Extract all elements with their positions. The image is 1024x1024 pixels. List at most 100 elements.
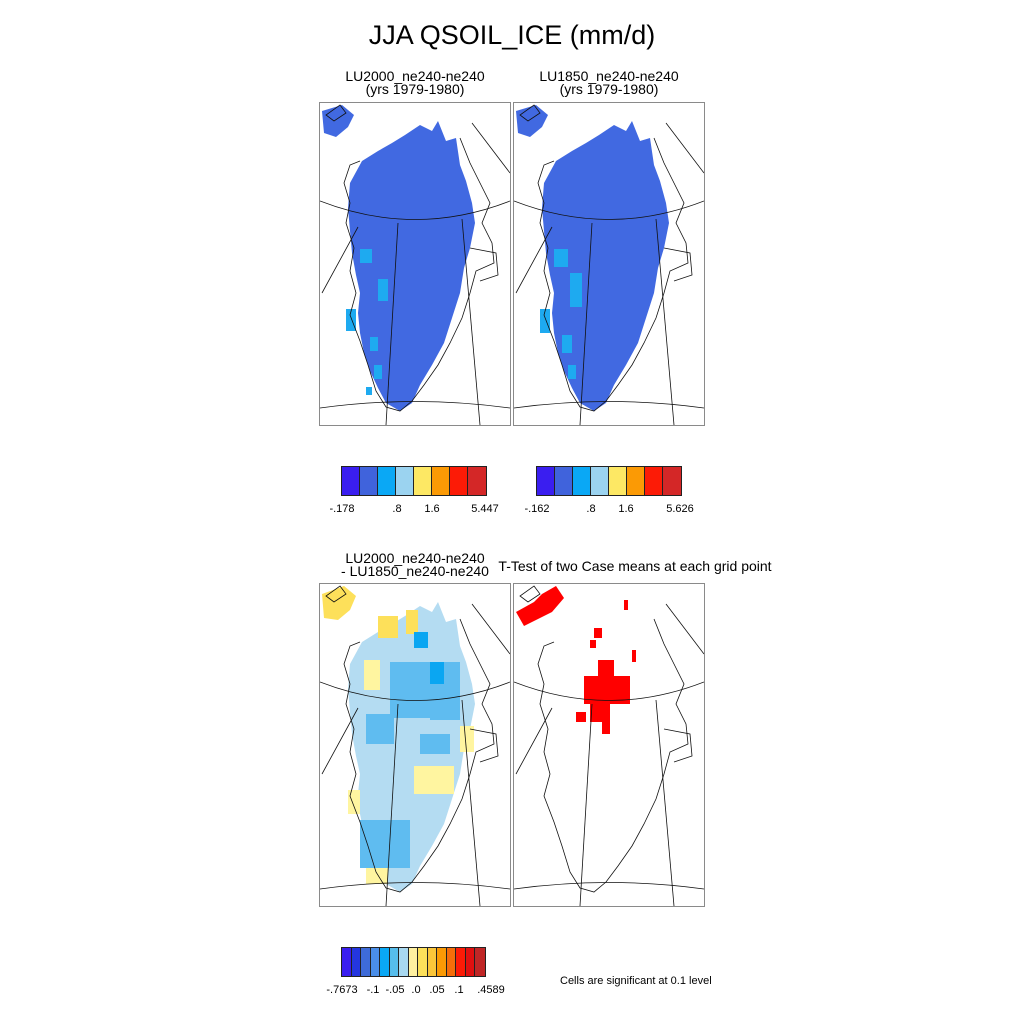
colorbar-lu2000-tick: 5.447 (471, 503, 499, 515)
colorbar-swatch (360, 467, 378, 495)
map-graticule-and-coastline (514, 585, 704, 906)
colorbar-difference-tick: -.05 (385, 984, 405, 996)
page-title: JJA QSOIL_ICE (mm/d) (368, 20, 656, 50)
colorbar-swatch (450, 467, 468, 495)
colorbar-swatch (342, 467, 360, 495)
cyan-cell (374, 365, 382, 379)
colorbar-lu1850 (536, 466, 682, 496)
significant-cell (614, 680, 628, 696)
colorbar-swatch (465, 948, 475, 976)
ice-sheet-region (348, 121, 475, 411)
positive-cell (406, 610, 418, 634)
map-panel-difference (319, 583, 511, 907)
cyan-cell (540, 309, 550, 333)
map-panel-ttest (513, 583, 705, 907)
ice-field-cells (322, 105, 475, 411)
colorbar-lu2000-tick: .8 (392, 503, 402, 515)
colorbar-swatch (627, 467, 645, 495)
colorbar-difference-tick: .1 (454, 984, 464, 996)
colorbar-swatch (414, 467, 432, 495)
colorbar-swatch (645, 467, 663, 495)
colorbar-lu1850-tick: 1.6 (618, 503, 634, 515)
arctic-island-cells (322, 586, 356, 620)
colorbar-swatch (609, 467, 627, 495)
map-panel-lu2000 (319, 102, 511, 426)
colorbar-swatch (361, 948, 371, 976)
colorbar-lu1850-tick: -.162 (524, 503, 550, 515)
positive-cell (378, 616, 398, 638)
difference-field-cells (322, 586, 475, 892)
cyan-cell (554, 249, 568, 267)
arctic-island-cells (322, 105, 354, 137)
significant-cell (632, 650, 636, 662)
colorbar-difference-tick: .05 (429, 984, 445, 996)
medium-blue-cell (430, 694, 460, 720)
significant-cell (590, 702, 610, 722)
colorbar-swatch (456, 948, 466, 976)
colorbar-swatch (378, 467, 396, 495)
panel-title-lu1850: LU1850_ne240-ne240 (yrs 1979-1980) (539, 68, 679, 97)
colorbar-swatch (370, 948, 380, 976)
colorbar-swatch (427, 948, 437, 976)
colorbar-swatch (399, 948, 409, 976)
significant-cell (598, 660, 614, 678)
colorbar-swatch (437, 948, 447, 976)
colorbar-lu1850-tick: .8 (586, 503, 596, 515)
positive-cell (364, 660, 380, 690)
significant-cell (576, 712, 586, 722)
positive-cell (460, 726, 474, 752)
colorbar-swatch (418, 948, 428, 976)
cyan-cell (360, 249, 372, 263)
colorbar-swatch (468, 467, 486, 495)
colorbar-lu1850-tick: 5.626 (666, 503, 694, 515)
colorbar-swatch (408, 948, 418, 976)
colorbar-swatch (573, 467, 591, 495)
colorbar-swatch (380, 948, 390, 976)
colorbar-difference-tick: -.1 (366, 984, 380, 996)
significant-cell (594, 628, 602, 638)
panel-title-lu2000: LU2000_ne240-ne240 (yrs 1979-1980) (345, 68, 485, 97)
panel-title-ttest: T-Test of two Case means at each grid po… (498, 558, 772, 574)
medium-blue-cell (366, 714, 394, 744)
cyan-cell (378, 279, 388, 301)
cyan-cell (568, 365, 576, 379)
cyan-cell (570, 273, 582, 307)
strong-blue-cell (430, 662, 444, 684)
colorbar-swatch (446, 948, 456, 976)
colorbar-lu2000-tick: 1.6 (424, 503, 440, 515)
colorbar-swatch (663, 467, 681, 495)
map-panel-lu1850 (513, 102, 705, 426)
cyan-cell (346, 309, 356, 331)
colorbar-swatch (351, 948, 361, 976)
cyan-cell (370, 337, 378, 351)
strong-blue-cell (414, 632, 428, 648)
significant-cell (516, 586, 564, 626)
panel-title-difference: LU2000_ne240-ne240 - LU1850_ne240-ne240 (341, 550, 489, 579)
positive-cell (414, 766, 454, 794)
colorbar-swatch (396, 467, 414, 495)
medium-blue-cell (360, 820, 410, 868)
map-graticule-and-coastline (320, 585, 510, 906)
significant-cells (516, 586, 636, 734)
colorbar-difference-tick: -.7673 (326, 984, 358, 996)
medium-blue-cell (420, 734, 450, 754)
ice-field-cells (516, 105, 669, 411)
cyan-cell (562, 335, 572, 353)
positive-cell (366, 866, 388, 884)
map-graticule-and-coastline (514, 104, 704, 425)
ice-sheet-region (542, 121, 669, 411)
colorbar-difference-tick: .4589 (477, 984, 505, 996)
colorbar-swatch (591, 467, 609, 495)
colorbar-difference-tick: .0 (411, 984, 421, 996)
colorbar-swatch (537, 467, 555, 495)
significant-cell (602, 720, 610, 734)
significance-note: Cells are significant at 0.1 level (560, 975, 712, 987)
colorbar-difference (341, 947, 486, 977)
arctic-island-cells (516, 105, 548, 137)
colorbar-swatch (389, 948, 399, 976)
positive-cell (348, 790, 360, 814)
map-graticule-and-coastline (320, 104, 510, 425)
significant-cell (590, 640, 596, 648)
colorbar-lu2000-tick: -.178 (329, 503, 355, 515)
colorbar-swatch (555, 467, 573, 495)
